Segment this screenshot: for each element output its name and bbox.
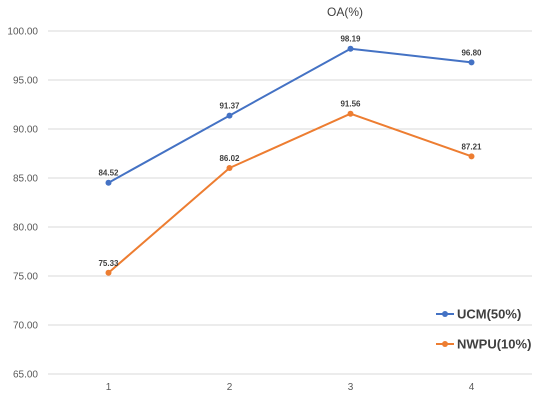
data-point: [226, 165, 233, 172]
data-point: [347, 110, 354, 117]
legend-item: NWPU(10%): [436, 337, 531, 352]
y-tick-label: 90.00: [13, 125, 38, 136]
data-label: 91.37: [219, 102, 240, 111]
x-tick-label: 3: [348, 382, 354, 393]
chart-title: OA(%): [327, 5, 363, 19]
data-label: 84.52: [98, 169, 119, 178]
data-label: 91.56: [340, 100, 361, 109]
data-label: 96.80: [461, 48, 482, 57]
data-label: 75.33: [98, 259, 119, 268]
x-tick-label: 4: [469, 382, 475, 393]
series-line: [108, 47, 472, 184]
data-point: [468, 59, 475, 66]
legend-swatch-marker: [442, 341, 448, 347]
data-point: [468, 153, 475, 160]
y-tick-label: 80.00: [13, 223, 38, 234]
series-line: [107, 112, 472, 274]
x-tick-label: 1: [106, 382, 112, 393]
y-tick-label: 70.00: [13, 321, 38, 332]
data-point: [347, 45, 354, 52]
y-tick-label: 75.00: [13, 272, 38, 283]
y-tick-label: 85.00: [13, 174, 38, 185]
legend-label: NWPU(10%): [457, 337, 531, 352]
data-point: [226, 112, 233, 119]
data-label: 86.02: [219, 154, 240, 163]
legend-label: UCM(50%): [457, 307, 521, 322]
y-tick-label: 100.00: [7, 27, 38, 38]
y-tick-label: 65.00: [13, 370, 38, 381]
data-label: 87.21: [461, 142, 482, 151]
data-point: [105, 179, 112, 186]
legend-item: UCM(50%): [436, 307, 521, 322]
data-label: 98.19: [340, 35, 361, 44]
data-point: [105, 269, 112, 276]
y-tick-label: 95.00: [13, 76, 38, 87]
legend-swatch-marker: [442, 311, 448, 317]
x-tick-label: 2: [227, 382, 233, 393]
